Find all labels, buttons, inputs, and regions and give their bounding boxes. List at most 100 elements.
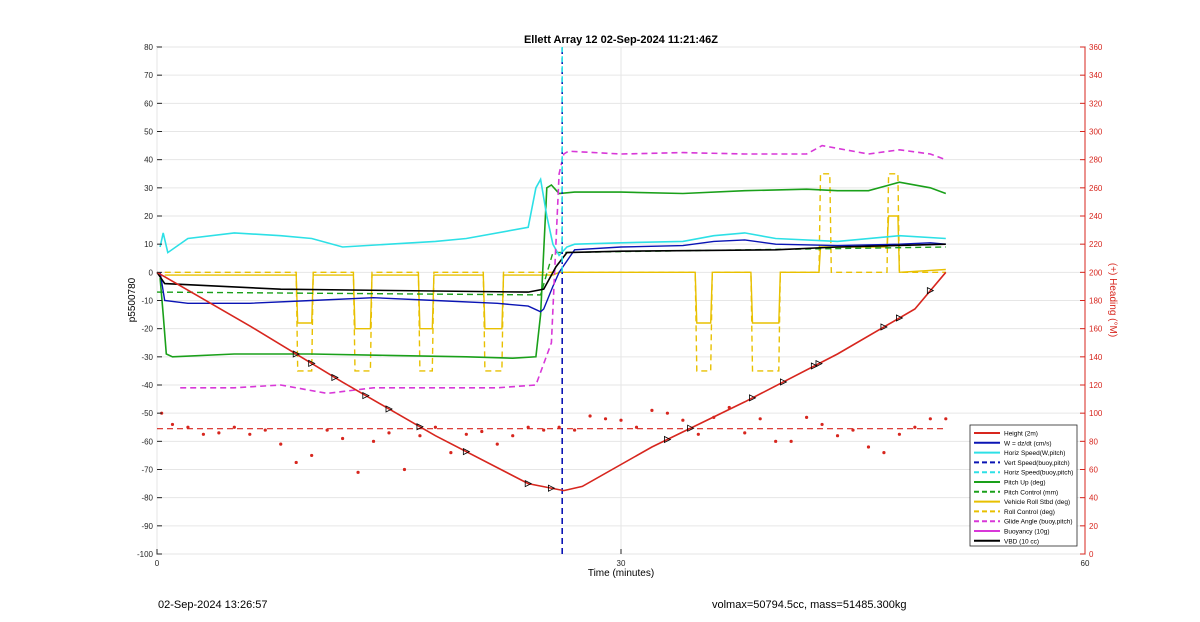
- height-marker: [815, 359, 823, 368]
- height-line: [156, 271, 947, 492]
- y-tick-label: -90: [141, 522, 153, 531]
- heading-point: [464, 432, 468, 436]
- y2-tick-label: 360: [1089, 43, 1103, 52]
- y2-axis-label: (+) Heading (°M): [1107, 263, 1118, 337]
- heading-point: [619, 418, 623, 422]
- heading-point: [542, 428, 546, 432]
- legend-label: Horiz Speed(W,pitch): [1004, 450, 1065, 457]
- height-marker: [292, 350, 301, 358]
- y-tick-label: 80: [144, 43, 153, 52]
- x-tick-label: 0: [155, 559, 160, 568]
- y2-tick-label: 80: [1089, 437, 1098, 446]
- y2-tick-label: 240: [1089, 212, 1103, 221]
- y2-tick-label: 60: [1089, 466, 1098, 475]
- footer-timestamp: 02-Sep-2024 13:26:57: [158, 599, 268, 611]
- heading-point: [944, 417, 948, 421]
- heading-point: [371, 439, 376, 443]
- vehicle-roll-line: [164, 215, 946, 330]
- footer-vehicle-info: volmax=50794.5cc, mass=51485.300kg: [712, 599, 907, 611]
- y2-tick-label: 260: [1089, 184, 1103, 193]
- y-tick-label: 60: [144, 99, 153, 108]
- heading-point: [232, 425, 236, 429]
- heading-point: [495, 442, 499, 446]
- heading-point: [820, 422, 824, 427]
- y-tick-label: -30: [141, 353, 153, 362]
- height-marker: [385, 405, 393, 413]
- heading-point: [341, 436, 345, 441]
- height-marker: [810, 362, 819, 370]
- heading-point: [835, 434, 840, 438]
- legend-label: Vert Speed(buoy,pitch): [1004, 460, 1070, 467]
- heading-point: [913, 425, 917, 429]
- heading-point: [805, 415, 809, 419]
- y2-tick-label: 20: [1089, 522, 1098, 531]
- heading-point: [279, 442, 283, 446]
- height-marker: [664, 435, 672, 444]
- heading-point: [325, 428, 329, 432]
- pitch-up-line: [159, 181, 947, 360]
- y2-tick-label: 0: [1089, 550, 1094, 559]
- legend-label: Glide Angle (buoy,pitch): [1004, 519, 1073, 526]
- y2-tick-label: 200: [1089, 268, 1103, 277]
- heading-point: [217, 431, 221, 435]
- y-tick-label: -20: [141, 325, 153, 334]
- height-marker: [362, 391, 370, 400]
- y-tick-label: 0: [149, 268, 154, 277]
- y2-tick-label: 220: [1089, 240, 1103, 249]
- heading-point: [248, 432, 252, 436]
- height-marker: [331, 373, 339, 382]
- heading-point: [356, 470, 360, 474]
- heading-point: [310, 453, 314, 458]
- legend-box: [969, 424, 1078, 547]
- heading-point: [263, 428, 267, 432]
- height-marker: [749, 394, 757, 402]
- y-tick-label: -10: [141, 297, 153, 306]
- heading-point: [418, 434, 422, 438]
- height-marker: [780, 378, 788, 386]
- legend-label: Pitch Up (deg): [1004, 480, 1046, 487]
- heading-point: [433, 425, 437, 429]
- heading-point: [789, 439, 793, 443]
- height-marker: [926, 286, 935, 295]
- y2-tick-label: 160: [1089, 325, 1103, 334]
- height-marker: [308, 359, 316, 368]
- y2-tick-label: 300: [1089, 128, 1103, 137]
- y2-tick-label: 180: [1089, 297, 1103, 306]
- heading-point: [712, 415, 716, 419]
- y2-tick-label: 320: [1089, 99, 1103, 108]
- height-marker: [462, 448, 471, 456]
- y-tick-label: -50: [141, 409, 153, 418]
- series-group: [156, 47, 947, 554]
- x-tick-label: 30: [617, 559, 626, 568]
- y-tick-label: 20: [144, 212, 153, 221]
- height-marker: [896, 314, 904, 322]
- y-tick-label: 40: [144, 156, 153, 165]
- y-tick-label: -100: [137, 550, 154, 559]
- legend-label: Roll Control (deg): [1004, 509, 1055, 516]
- height-marker: [416, 423, 424, 431]
- vbd-line: [156, 243, 946, 293]
- y2-tick-label: 120: [1089, 381, 1103, 390]
- x-tick-label: 60: [1081, 559, 1090, 568]
- y-axis-label: p5500780: [127, 277, 138, 322]
- heading-point: [696, 432, 700, 436]
- heading-point: [727, 405, 731, 410]
- heading-point: [170, 422, 175, 427]
- axis-ticks: 0 30 6080706050403020100-10-20-30-40-50-60…: [137, 43, 1103, 568]
- legend-label: VBD (10 cc): [1004, 538, 1039, 545]
- height-marker: [548, 484, 556, 492]
- marker-group: [160, 286, 948, 492]
- heading-point: [511, 434, 515, 438]
- heading-point: [573, 428, 577, 432]
- heading-point: [758, 417, 762, 421]
- heading-point: [743, 431, 747, 435]
- legend-label: W = dz/dt (cm/s): [1004, 440, 1052, 447]
- legend-label: Height (2m): [1004, 431, 1038, 438]
- horiz-speed-line: [159, 177, 946, 257]
- legend-label: Buoyancy (10g): [1004, 529, 1050, 536]
- legend-label: Pitch Control (mm): [1004, 489, 1058, 496]
- height-marker: [524, 479, 533, 488]
- legend-label: Vehicle Roll Stbd (deg): [1004, 499, 1070, 506]
- heading-point: [928, 417, 932, 421]
- y-tick-label: -60: [141, 437, 153, 446]
